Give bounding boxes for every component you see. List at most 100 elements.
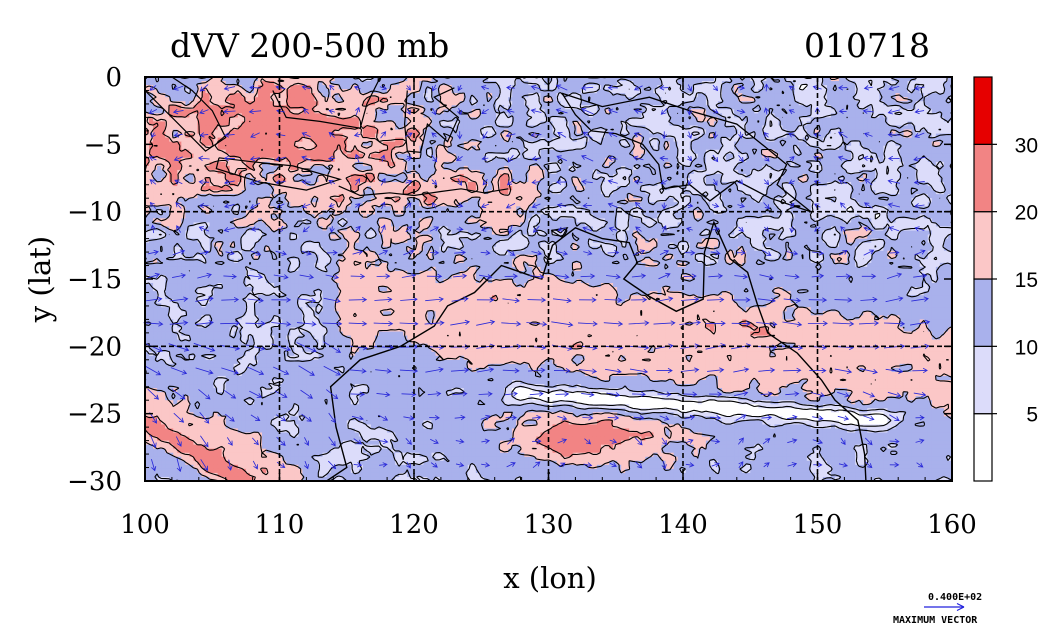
- heatmap-cell: [201, 121, 206, 126]
- heatmap-cell: [758, 101, 763, 106]
- heatmap-cell: [637, 138, 642, 143]
- heatmap-cell: [936, 101, 941, 106]
- heatmap-cell: [189, 121, 194, 126]
- heatmap-cell: [577, 170, 582, 175]
- heatmap-cell: [932, 130, 937, 135]
- heatmap-cell: [601, 121, 606, 126]
- heatmap-cell: [516, 125, 521, 130]
- heatmap-cell: [347, 166, 352, 171]
- heatmap-cell: [661, 150, 666, 155]
- heatmap-cell: [597, 154, 602, 159]
- heatmap-cell: [896, 174, 901, 179]
- heatmap-cell: [290, 93, 295, 98]
- heatmap-cell: [165, 81, 170, 86]
- heatmap-cell: [423, 162, 428, 167]
- heatmap-cell: [500, 162, 505, 167]
- heatmap-cell: [904, 117, 909, 122]
- heatmap-cell: [222, 162, 227, 167]
- heatmap-cell: [472, 130, 477, 135]
- heatmap-cell: [904, 158, 909, 163]
- heatmap-cell: [674, 130, 679, 135]
- heatmap-cell: [488, 138, 493, 143]
- heatmap-cell: [250, 142, 255, 147]
- heatmap-cell: [908, 117, 913, 122]
- heatmap-cell: [904, 166, 909, 171]
- heatmap-cell: [791, 125, 796, 130]
- heatmap-cell: [254, 117, 259, 122]
- heatmap-cell: [415, 121, 420, 126]
- heatmap-cell: [831, 93, 836, 98]
- heatmap-cell: [395, 166, 400, 171]
- heatmap-cell: [314, 166, 319, 171]
- heatmap-cell: [343, 158, 348, 163]
- heatmap-cell: [617, 170, 622, 175]
- heatmap-cell: [238, 105, 243, 110]
- heatmap-cell: [904, 162, 909, 167]
- heatmap-cell: [863, 93, 868, 98]
- heatmap-cell: [601, 117, 606, 122]
- heatmap-cell: [258, 125, 263, 130]
- heatmap-cell: [823, 170, 828, 175]
- heatmap-cell: [516, 93, 521, 98]
- heatmap-cell: [807, 125, 812, 130]
- heatmap-cell: [314, 150, 319, 155]
- heatmap-cell: [246, 113, 251, 118]
- heatmap-cell: [282, 138, 287, 143]
- heatmap-cell: [581, 93, 586, 98]
- heatmap-cell: [887, 162, 892, 167]
- heatmap-cell: [924, 134, 929, 139]
- heatmap-cell: [718, 125, 723, 130]
- heatmap-cell: [343, 113, 348, 118]
- heatmap-cell: [399, 117, 404, 122]
- heatmap-cell: [863, 174, 868, 179]
- heatmap-cell: [819, 174, 824, 179]
- heatmap-cell: [641, 130, 646, 135]
- heatmap-cell: [920, 138, 925, 143]
- heatmap-cell: [827, 81, 832, 86]
- heatmap-cell: [799, 134, 804, 139]
- heatmap-cell: [569, 81, 574, 86]
- heatmap-cell: [371, 105, 376, 110]
- heatmap-cell: [387, 134, 392, 139]
- heatmap-cell: [210, 81, 215, 86]
- heatmap-cell: [851, 174, 856, 179]
- heatmap-cell: [210, 89, 215, 94]
- heatmap-cell: [319, 105, 324, 110]
- heatmap-cell: [528, 174, 533, 179]
- heatmap-cell: [835, 121, 840, 126]
- heatmap-cell: [540, 125, 545, 130]
- heatmap-cell: [742, 142, 747, 147]
- heatmap-cell: [274, 113, 279, 118]
- heatmap-cell: [391, 142, 396, 147]
- heatmap-cell: [835, 117, 840, 122]
- heatmap-cell: [254, 146, 259, 151]
- heatmap-cell: [875, 117, 880, 122]
- heatmap-cell: [819, 142, 824, 147]
- heatmap-cell: [678, 113, 683, 118]
- heatmap-cell: [379, 125, 384, 130]
- heatmap-cell: [859, 130, 864, 135]
- heatmap-cell: [678, 138, 683, 143]
- heatmap-cell: [734, 105, 739, 110]
- heatmap-cell: [460, 162, 465, 167]
- heatmap-cell: [399, 89, 404, 94]
- heatmap-cell: [375, 162, 380, 167]
- heatmap-cell: [472, 85, 477, 90]
- heatmap-cell: [605, 146, 610, 151]
- heatmap-cell: [573, 154, 578, 159]
- heatmap-cell: [766, 142, 771, 147]
- heatmap-cell: [581, 113, 586, 118]
- heatmap-cell: [480, 166, 485, 171]
- heatmap-cell: [290, 97, 295, 102]
- heatmap-cell: [706, 170, 711, 175]
- heatmap-cell: [423, 158, 428, 163]
- heatmap-cell: [896, 117, 901, 122]
- heatmap-cell: [484, 166, 489, 171]
- heatmap-cell: [803, 113, 808, 118]
- heatmap-cell: [306, 93, 311, 98]
- heatmap-cell: [855, 166, 860, 171]
- heatmap-cell: [169, 105, 174, 110]
- heatmap-cell: [666, 162, 671, 167]
- heatmap-cell: [423, 117, 428, 122]
- heatmap-cell: [319, 134, 324, 139]
